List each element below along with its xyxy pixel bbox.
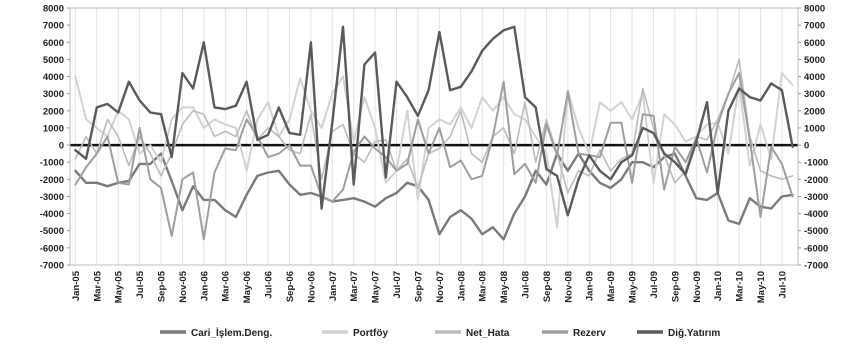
x-tick-label: May-08 xyxy=(499,271,510,303)
y-tick-label-right: 8000 xyxy=(804,4,825,15)
y-tick-label-left: -5000 xyxy=(40,226,64,237)
y-tick-label-left: 8000 xyxy=(43,4,64,15)
x-tick-label: Jan-05 xyxy=(71,270,82,301)
y-tick-label-right: 3000 xyxy=(804,89,825,100)
y-tick-label-right: -4000 xyxy=(804,209,828,220)
x-tick-label: Mar-08 xyxy=(478,271,489,302)
y-tick-label-right: -2000 xyxy=(804,175,828,186)
legend: Cari_İşlem.Deng. Portföy Net_Hata Rezerv Diğ… xyxy=(160,326,720,339)
x-tick-label: Mar-07 xyxy=(349,271,360,302)
y-tick-label-left: -1000 xyxy=(40,158,64,169)
series-line-2 xyxy=(74,58,794,194)
y-tick-label-left: 0 xyxy=(59,141,64,152)
y-tick-label-left: 3000 xyxy=(43,89,64,100)
series-lines xyxy=(74,25,794,241)
x-tick-label: Jul-08 xyxy=(521,271,532,298)
y-tick-label-right: -6000 xyxy=(804,243,828,254)
x-tick-label: Nov-09 xyxy=(692,271,703,303)
y-tick-label-left: 5000 xyxy=(43,55,64,66)
y-tick-label-left: 6000 xyxy=(43,38,64,49)
legend-label: Rezerv xyxy=(573,328,606,339)
y-tick-label-right: -7000 xyxy=(804,261,828,272)
x-tick-label: Jul-06 xyxy=(264,271,275,298)
x-tick-label: Jan-06 xyxy=(199,271,210,301)
legend-label: Diğ.Yatırım xyxy=(668,328,720,339)
y-tick-label-left: -3000 xyxy=(40,192,64,203)
x-tick-label: Sep-05 xyxy=(157,270,168,302)
plot-area-border xyxy=(69,7,799,266)
y-tick-label-right: 5000 xyxy=(804,55,825,66)
y-tick-label-left: -4000 xyxy=(40,209,64,220)
legend-label: Net_Hata xyxy=(466,328,510,339)
y-tick-label-left: 4000 xyxy=(43,72,64,83)
x-tick-label: May-06 xyxy=(242,271,253,303)
x-tick-label: Mar-05 xyxy=(92,270,103,301)
y-tick-label-left: -2000 xyxy=(40,175,64,186)
y-tick-label-right: 2000 xyxy=(804,106,825,117)
x-tick-label: Sep-08 xyxy=(542,271,553,302)
x-tick-label: Sep-07 xyxy=(413,271,424,302)
x-tick-label: Jul-09 xyxy=(649,271,660,298)
x-tick-label: May-09 xyxy=(628,271,639,303)
x-tick-label: Jan-10 xyxy=(713,271,724,301)
x-tick-label: Jan-07 xyxy=(328,271,339,301)
x-tick-label: May-10 xyxy=(756,271,767,303)
y-tick-label-right: 0 xyxy=(804,141,809,152)
x-tick-label: Jul-07 xyxy=(392,271,403,298)
y-tick-label-left: 2000 xyxy=(43,106,64,117)
series-line-3 xyxy=(74,72,794,241)
x-tick-label: Mar-06 xyxy=(221,271,232,302)
x-tick-label: Mar-09 xyxy=(606,271,617,302)
y-tick-label-right: -1000 xyxy=(804,158,828,169)
y-tick-label-right: 4000 xyxy=(804,72,825,83)
x-tick-label: Mar-10 xyxy=(735,271,746,302)
y-tick-label-left: 1000 xyxy=(43,123,64,134)
x-tick-label: May-07 xyxy=(371,271,382,303)
y-tick-label-left: -7000 xyxy=(40,261,64,272)
x-tick-label: Nov-07 xyxy=(435,271,446,303)
y-tick-label-right: 7000 xyxy=(804,21,825,32)
y-tick-label-left: 7000 xyxy=(43,21,64,32)
x-tick-label: Sep-06 xyxy=(285,271,296,302)
x-tick-label: Nov-06 xyxy=(306,271,317,303)
x-tick-label: Jul-10 xyxy=(777,271,788,298)
x-tick-label: Jan-08 xyxy=(456,271,467,301)
legend-label: Cari_İşlem.Deng. xyxy=(191,326,272,339)
x-tick-label: Nov-05 xyxy=(178,270,189,302)
legend-label: Portföy xyxy=(353,328,388,339)
y-tick-label-left: -6000 xyxy=(40,243,64,254)
y-tick-label-right: -3000 xyxy=(804,192,828,203)
x-tick-label: Nov-08 xyxy=(563,271,574,303)
x-tick-label: Jul-05 xyxy=(135,270,146,298)
x-tick-label: Sep-09 xyxy=(670,271,681,302)
axes: 8000 8000 7000 7000 6000 6000 5000 5000 4000 4000… xyxy=(40,4,829,304)
gridlines xyxy=(74,8,783,265)
x-tick-label: May-05 xyxy=(114,270,125,303)
y-tick-label-right: 6000 xyxy=(804,38,825,49)
y-tick-label-right: 1000 xyxy=(804,123,825,134)
y-tick-label-right: -5000 xyxy=(804,226,828,237)
x-tick-label: Jan-09 xyxy=(585,271,596,301)
series-line-4 xyxy=(74,25,794,217)
